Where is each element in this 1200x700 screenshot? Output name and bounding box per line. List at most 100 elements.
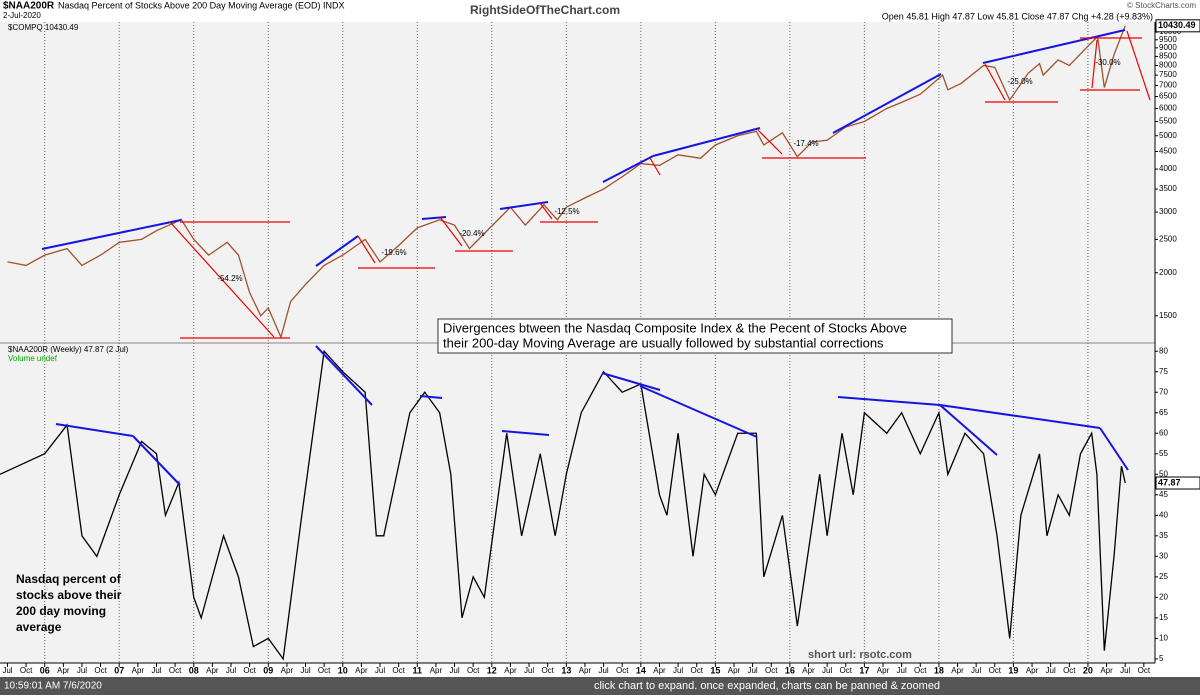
trend-line: [939, 404, 1101, 429]
trend-line: [55, 423, 134, 437]
legend: $COMPQ 10430.49: [8, 23, 79, 32]
y-tick-label: 80: [1159, 346, 1168, 355]
x-tick-label: Apr: [1100, 666, 1113, 675]
y-tick-label: 75: [1159, 367, 1168, 376]
trend-line: [419, 395, 443, 399]
trend-line: [41, 219, 182, 250]
x-tick-label: Oct: [690, 666, 703, 675]
x-tick-label: Jul: [524, 666, 534, 675]
y-tick-label: 5000: [1159, 131, 1177, 140]
trend-line: [982, 29, 1126, 64]
x-tick-label: Oct: [392, 666, 405, 675]
x-tick-label: Oct: [616, 666, 629, 675]
note: Divergences btween the Nasdaq Composite …: [443, 320, 907, 335]
trend-line: [601, 372, 661, 391]
y-tick-label: 55: [1159, 449, 1168, 458]
arrow: [169, 221, 275, 338]
x-tick-label: Apr: [579, 666, 592, 675]
y-tick-label: 4500: [1159, 147, 1177, 156]
x-tick-label: Apr: [951, 666, 964, 675]
x-tick-label: Apr: [504, 666, 517, 675]
x-tick-label: Apr: [802, 666, 815, 675]
quote: Open 45.81 High 47.87 Low 45.81 Close 47…: [882, 11, 1153, 21]
y-tick-label: 70: [1159, 387, 1168, 396]
x-tick-label: 15: [710, 665, 720, 675]
x-tick-label: Apr: [132, 666, 145, 675]
x-tick-label: Oct: [1138, 666, 1151, 675]
y-tick-label: 5: [1159, 654, 1164, 663]
y-tick-label: 7000: [1159, 81, 1177, 90]
x-tick-label: Jul: [747, 666, 757, 675]
trend-line: [837, 396, 941, 406]
trend-line: [639, 385, 758, 438]
y-tick-label: 5500: [1159, 117, 1177, 126]
side-note: 200 day moving: [16, 604, 106, 618]
x-tick-label: Jul: [598, 666, 608, 675]
trend-line: [315, 235, 359, 267]
x-tick-label: 12: [487, 665, 497, 675]
x-tick-label: 14: [636, 665, 646, 675]
last-value-box: [1155, 476, 1200, 490]
y-tick-label: 35: [1159, 531, 1168, 540]
x-tick-label: Oct: [169, 666, 182, 675]
date: 2-Jul-2020: [3, 11, 41, 20]
x-tick-label: Apr: [430, 666, 443, 675]
arrow: [439, 216, 463, 247]
x-tick-label: 18: [934, 665, 944, 675]
y-tick-label: 2000: [1159, 268, 1177, 277]
x-tick-label: Apr: [653, 666, 666, 675]
short-url: short url: rsotc.com: [808, 649, 912, 661]
pct-label: -54.2%: [217, 274, 242, 283]
x-tick-label: Jul: [1120, 666, 1130, 675]
note: their 200-day Moving Average are usually…: [443, 335, 884, 350]
x-tick-label: Apr: [281, 666, 294, 675]
x-tick-label: Jul: [897, 666, 907, 675]
y-tick-label: 45: [1159, 490, 1168, 499]
x-tick-label: Jul: [673, 666, 683, 675]
note-box: [437, 318, 953, 354]
pct-label: -12.5%: [554, 207, 579, 216]
y-tick-label: 30: [1159, 551, 1168, 560]
y-tick-label: 6000: [1159, 104, 1177, 113]
x-tick-label: Jul: [77, 666, 87, 675]
arrow: [1126, 30, 1151, 101]
x-tick-label: Jul: [822, 666, 832, 675]
last-value: 10430.49: [1158, 20, 1196, 30]
arrow: [757, 129, 783, 155]
y-tick-label: 1500: [1159, 311, 1177, 320]
annotations: -54.2% -19.6% -20.4% -12.5% -17.4% -25.0…: [16, 29, 1151, 661]
x-tick-label: Apr: [1026, 666, 1039, 675]
x-tick-label: Jul: [971, 666, 981, 675]
y-tick-label: 20: [1159, 592, 1168, 601]
x-tick-label: Oct: [318, 666, 331, 675]
x-tick-label: 16: [785, 665, 795, 675]
arrow: [984, 63, 1006, 101]
x-tick-label: 19: [1008, 665, 1018, 675]
y-tick-label: 8500: [1159, 52, 1177, 61]
trend-line: [1099, 427, 1129, 471]
x-tick-label: 11: [413, 665, 423, 675]
y-tick-label: 60: [1159, 428, 1168, 437]
y-tick-label: 10: [1159, 633, 1168, 642]
x-tick-label: Oct: [94, 666, 107, 675]
y-tick-label: 25: [1159, 572, 1168, 581]
pct-label: -20.4%: [459, 229, 484, 238]
timestamp: 10:59:01 AM 7/6/2020: [4, 681, 102, 692]
x-tick-label: Apr: [57, 666, 70, 675]
y-tick-label: 9500: [1159, 35, 1177, 44]
x-tick-label: 07: [114, 665, 124, 675]
arrow: [1091, 39, 1098, 89]
arrow: [539, 202, 553, 220]
symbol: $NAA200R: [3, 1, 55, 12]
y-tick-label: 15: [1159, 613, 1168, 622]
arrow: [357, 235, 376, 264]
x-tick-label: Jul: [375, 666, 385, 675]
pct-label: -19.6%: [381, 248, 406, 257]
x-tick-label: 10: [338, 665, 348, 675]
last-value-box: [1155, 19, 1200, 33]
x-tick-label: Jul: [1046, 666, 1056, 675]
side-note: average: [16, 620, 62, 634]
x-tick-label: Oct: [989, 666, 1002, 675]
